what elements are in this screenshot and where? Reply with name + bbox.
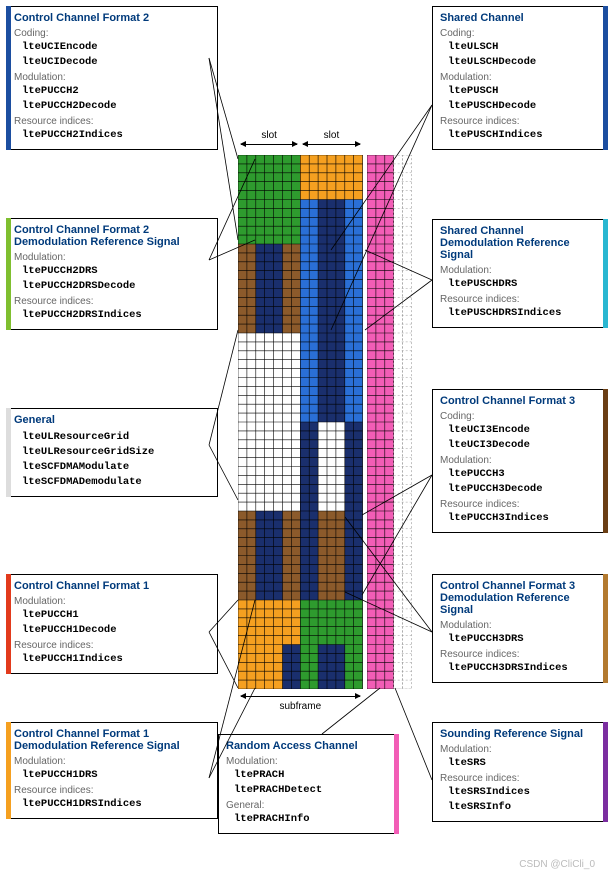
function-name: ltePUCCH3 (448, 467, 600, 482)
box-title: Sounding Reference Signal (440, 728, 600, 740)
box-title: Random Access Channel (226, 740, 391, 752)
function-name: lteULSCHDecode (448, 55, 600, 70)
function-name: lteUCI3Decode (448, 438, 600, 453)
subframe-arrow (241, 696, 360, 697)
resource-grid (238, 155, 363, 692)
section-label: Modulation: (440, 265, 600, 276)
box-title: Control Channel Format 1 Demodulation Re… (14, 728, 210, 752)
function-name: ltePUSCHIndices (448, 128, 600, 143)
section-label: Modulation: (440, 72, 600, 83)
box-schdrs: Shared Channel Demodulation Reference Si… (432, 219, 608, 328)
section-label: Resource indices: (440, 773, 600, 784)
box-title: Shared Channel Demodulation Reference Si… (440, 225, 600, 261)
box-ccf1drs: Control Channel Format 1 Demodulation Re… (6, 722, 218, 819)
function-name: lteUCIDecode (22, 55, 210, 70)
function-name: ltePUSCHDRSIndices (448, 306, 600, 321)
function-name: ltePUCCH2Decode (22, 99, 210, 114)
section-label: Modulation: (14, 596, 210, 607)
function-name: lteSCFDMAModulate (22, 460, 210, 475)
watermark: CSDN @CliCli_0 (519, 859, 595, 870)
section-label: Resource indices: (14, 116, 210, 127)
function-name: ltePRACH (234, 768, 391, 783)
function-name: ltePUCCH3DRS (448, 632, 600, 647)
box-ccf3drs: Control Channel Format 3 Demodulation Re… (432, 574, 608, 683)
section-label: Resource indices: (440, 116, 600, 127)
function-name: ltePUCCH2DRS (22, 264, 210, 279)
box-title: Control Channel Format 3 (440, 395, 600, 407)
section-label: Modulation: (14, 756, 210, 767)
function-name: ltePUCCH1 (22, 608, 210, 623)
box-general: General lteULResourceGridlteULResourceGri… (6, 408, 218, 497)
box-sch: Shared Channel Coding:lteULSCHlteULSCHDec… (432, 6, 608, 150)
section-label: Resource indices: (14, 640, 210, 651)
section-label: Resource indices: (440, 499, 600, 510)
box-prachBox: Random Access ChannelModulation:ltePRACH… (218, 734, 399, 834)
function-name: ltePUCCH3Decode (448, 482, 600, 497)
section-label: Resource indices: (14, 785, 210, 796)
box-ccf2drs: Control Channel Format 2 Demodulation Re… (6, 218, 218, 330)
slot-arrow-2 (303, 144, 359, 145)
function-name: ltePUCCH2DRSDecode (22, 279, 210, 294)
section-label: Modulation: (14, 252, 210, 263)
function-name: ltePUCCH1Decode (22, 623, 210, 638)
function-name: ltePUSCHDRS (448, 277, 600, 292)
box-srs: Sounding Reference SignalModulation:lteS… (432, 722, 608, 822)
slot-label-2: slot (300, 130, 362, 141)
function-name: ltePUCCH2Indices (22, 128, 210, 143)
section-label: Modulation: (226, 756, 391, 767)
function-name: lteUCIEncode (22, 40, 210, 55)
function-name: lteSRS (448, 756, 600, 771)
function-name: ltePUCCH2DRSIndices (22, 308, 210, 323)
function-name: ltePUCCH3Indices (448, 511, 600, 526)
slot-arrow-1 (241, 144, 297, 145)
section-label: Modulation: (14, 72, 210, 83)
function-name: ltePRACHDetect (234, 783, 391, 798)
function-name: lteSRSInfo (448, 800, 600, 815)
box-title: Control Channel Format 2 Demodulation Re… (14, 224, 210, 248)
function-name: lteSRSIndices (448, 785, 600, 800)
box-title: Shared Channel (440, 12, 600, 24)
section-label: Modulation: (440, 744, 600, 755)
slot-label-1: slot (238, 130, 300, 141)
function-name: ltePUCCH3DRSIndices (448, 661, 600, 676)
function-name: ltePRACHInfo (234, 812, 391, 827)
function-name: lteULResourceGridSize (22, 445, 210, 460)
section-label: Coding: (440, 411, 600, 422)
function-name: ltePUSCH (448, 84, 600, 99)
box-ccf3: Control Channel Format 3 Coding:lteUCI3En… (432, 389, 608, 533)
function-name: ltePUCCH1DRSIndices (22, 797, 210, 812)
box-title: Control Channel Format 2 (14, 12, 210, 24)
section-label: Resource indices: (440, 649, 600, 660)
subframe-label: subframe (238, 701, 363, 712)
section-label: General: (226, 800, 391, 811)
prach-column (367, 155, 412, 692)
section-label: Modulation: (440, 455, 600, 466)
section-label: Coding: (440, 28, 600, 39)
box-title: Control Channel Format 1 (14, 580, 210, 592)
box-title: Control Channel Format 3 Demodulation Re… (440, 580, 600, 616)
function-name: ltePUCCH1Indices (22, 652, 210, 667)
section-label: Modulation: (440, 620, 600, 631)
function-name: lteULSCH (448, 40, 600, 55)
function-name: lteULResourceGrid (22, 430, 210, 445)
box-title: General (14, 414, 210, 426)
section-label: Coding: (14, 28, 210, 39)
section-label: Resource indices: (440, 294, 600, 305)
function-name: ltePUCCH2 (22, 84, 210, 99)
section-label: Resource indices: (14, 296, 210, 307)
box-ccf2: Control Channel Format 2 Coding:lteUCIEnc… (6, 6, 218, 150)
function-name: lteSCFDMADemodulate (22, 475, 210, 490)
function-name: ltePUSCHDecode (448, 99, 600, 114)
function-name: ltePUCCH1DRS (22, 768, 210, 783)
box-ccf1: Control Channel Format 1Modulation:ltePU… (6, 574, 218, 674)
function-name: lteUCI3Encode (448, 423, 600, 438)
